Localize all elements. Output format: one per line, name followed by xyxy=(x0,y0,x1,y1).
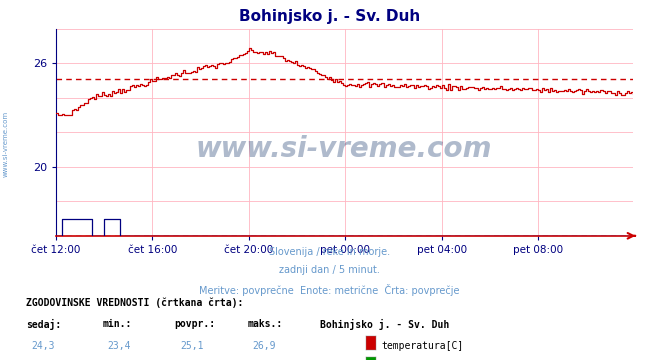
Text: maks.:: maks.: xyxy=(247,319,282,329)
Text: Bohinjsko j. - Sv. Duh: Bohinjsko j. - Sv. Duh xyxy=(320,319,449,330)
Text: min.:: min.: xyxy=(102,319,132,329)
Text: temperatura[C]: temperatura[C] xyxy=(382,341,464,351)
Text: zadnji dan / 5 minut.: zadnji dan / 5 minut. xyxy=(279,265,380,275)
Text: Slovenija / reke in morje.: Slovenija / reke in morje. xyxy=(269,247,390,257)
Text: Bohinjsko j. - Sv. Duh: Bohinjsko j. - Sv. Duh xyxy=(239,9,420,24)
Text: www.si-vreme.com: www.si-vreme.com xyxy=(196,135,492,163)
Text: 23,4: 23,4 xyxy=(107,341,131,351)
Text: povpr.:: povpr.: xyxy=(175,319,215,329)
Text: 26,9: 26,9 xyxy=(252,341,276,351)
Text: ZGODOVINSKE VREDNOSTI (črtkana črta):: ZGODOVINSKE VREDNOSTI (črtkana črta): xyxy=(26,297,244,307)
Text: sedaj:: sedaj: xyxy=(26,319,61,330)
Text: www.si-vreme.com: www.si-vreme.com xyxy=(2,111,9,177)
Text: 24,3: 24,3 xyxy=(32,341,55,351)
Text: 25,1: 25,1 xyxy=(180,341,204,351)
Text: Meritve: povprečne  Enote: metrične  Črta: povprečje: Meritve: povprečne Enote: metrične Črta:… xyxy=(199,284,460,296)
